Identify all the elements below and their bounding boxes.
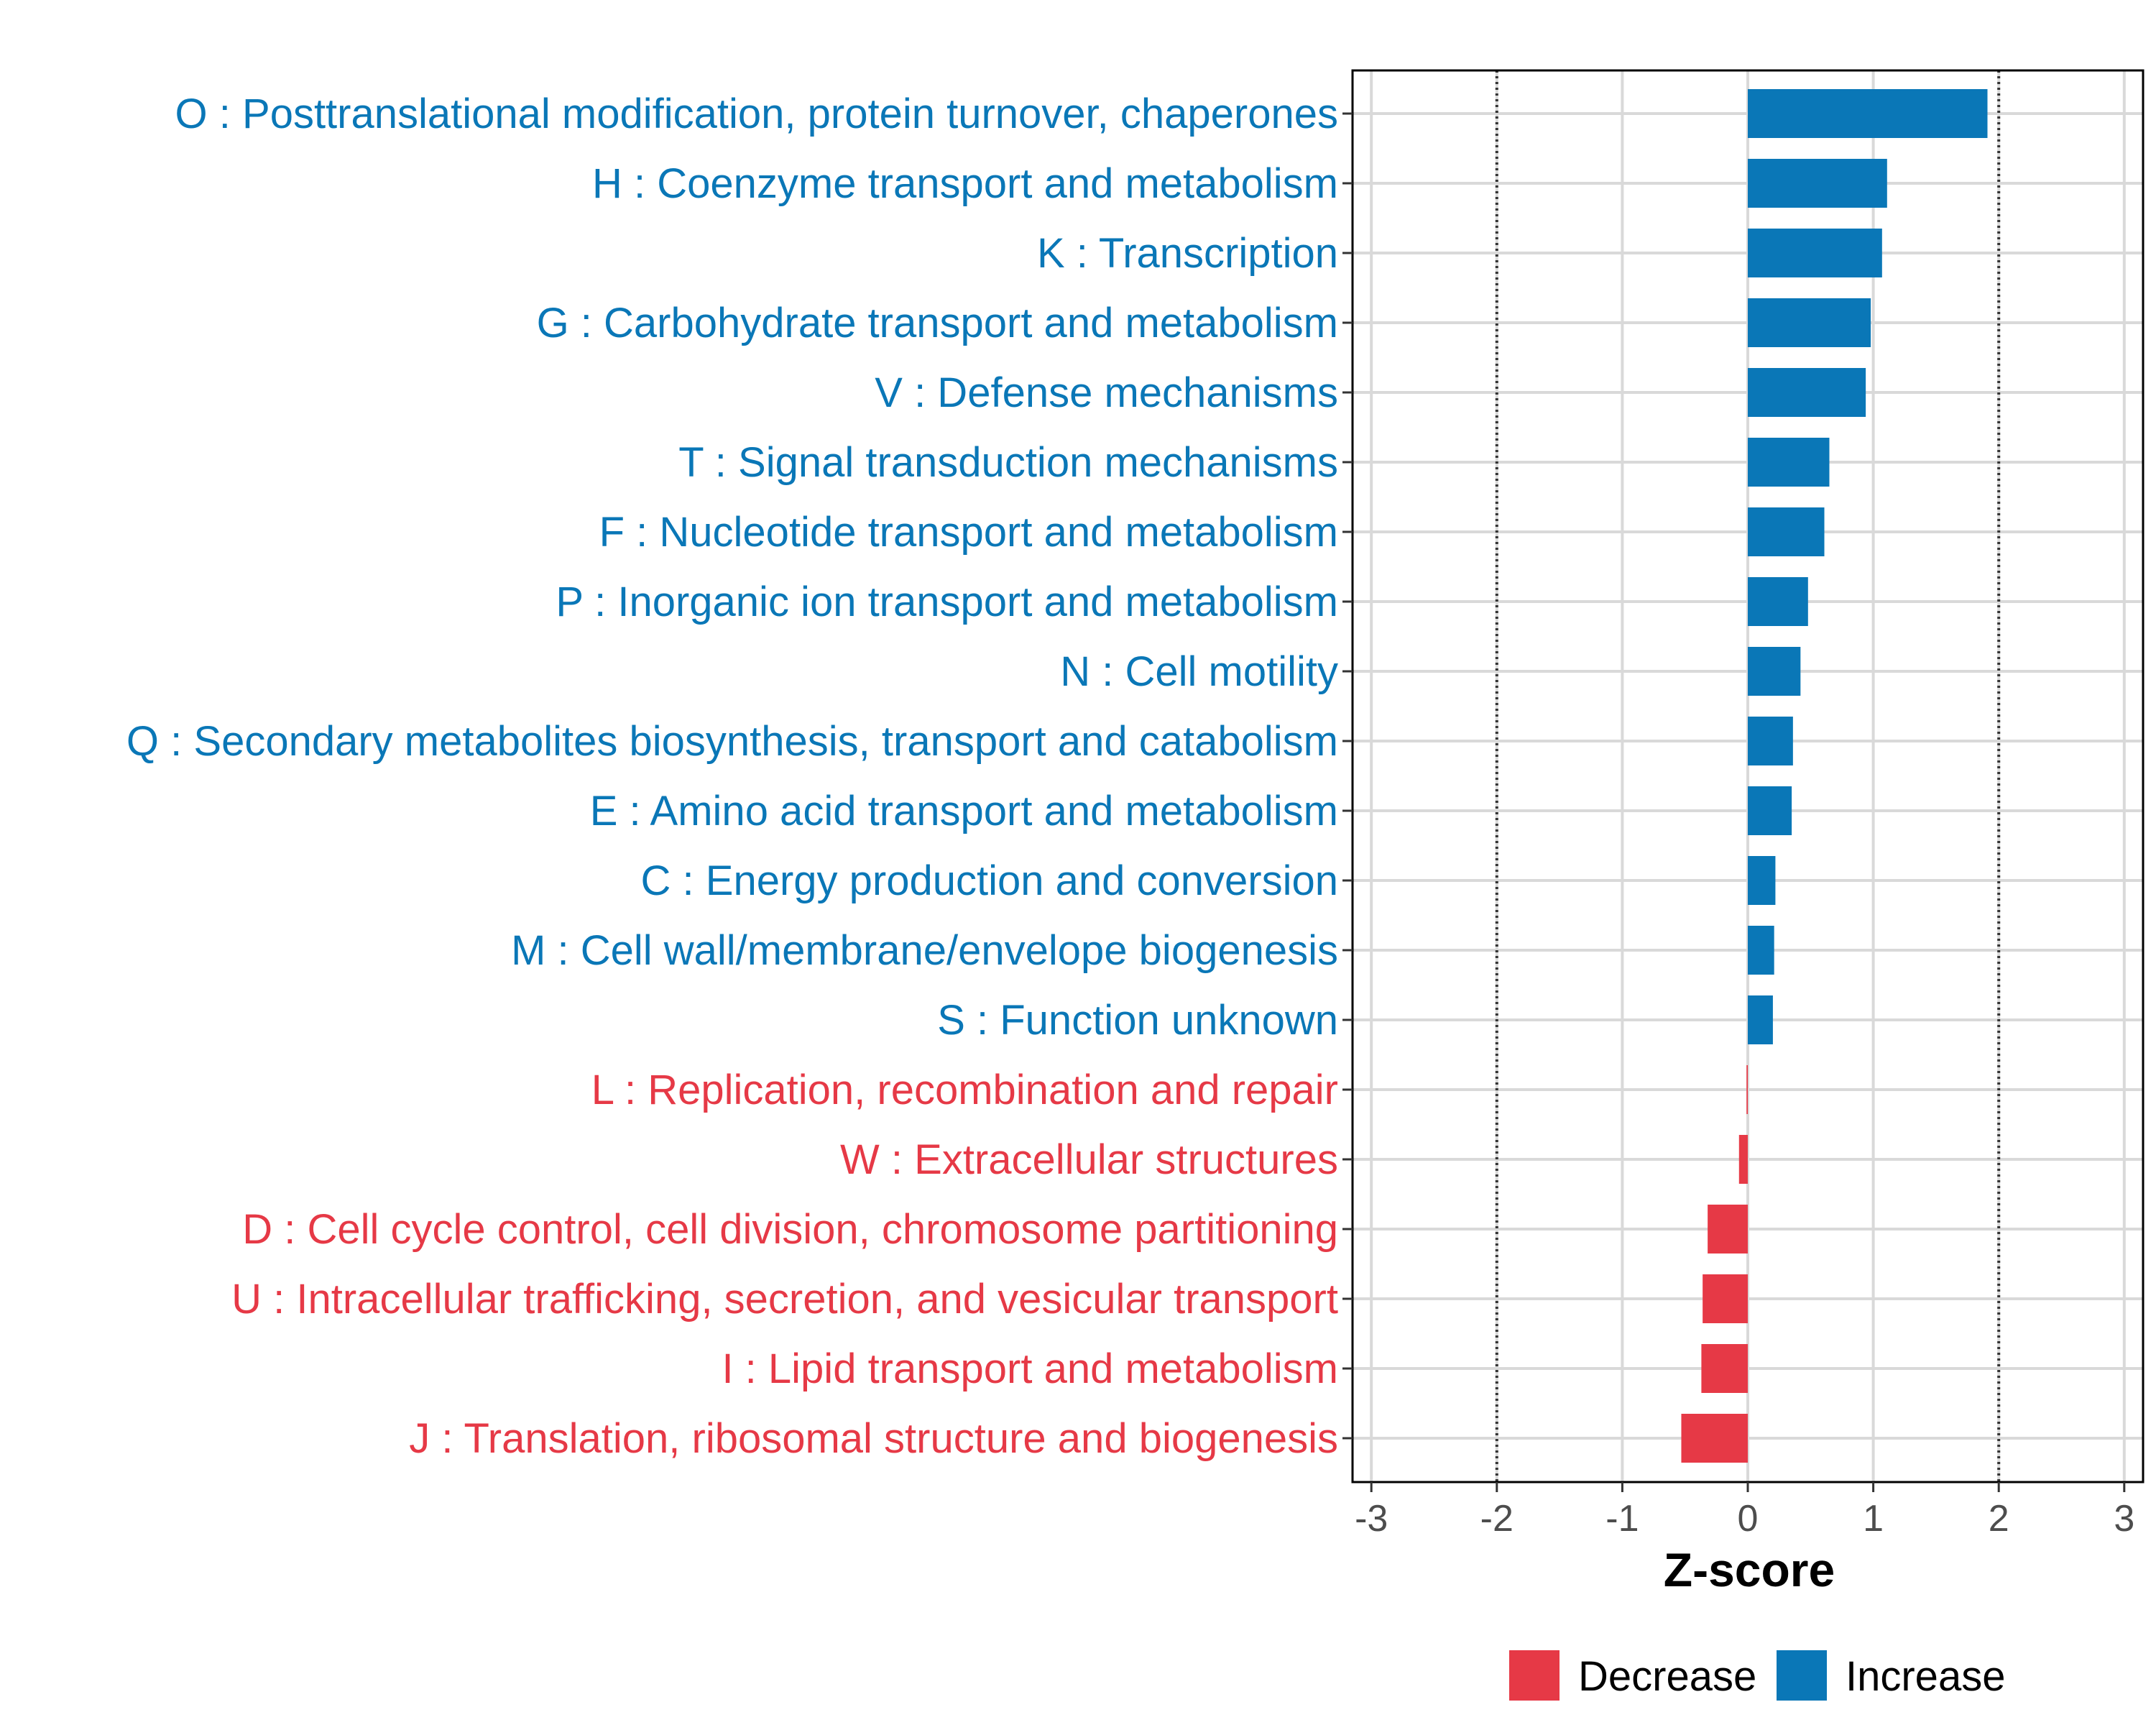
category-label: T : Signal transduction mechanisms [678, 439, 1338, 486]
category-label: U : Intracellular trafficking, secretion… [231, 1276, 1338, 1322]
category-label: N : Cell motility [1060, 648, 1338, 695]
bar [1748, 298, 1871, 347]
bar [1748, 368, 1866, 417]
bar [1748, 926, 1774, 975]
x-tick-label: 3 [2114, 1498, 2134, 1540]
category-label: K : Transcription [1037, 230, 1338, 277]
x-tick-label: -3 [1355, 1498, 1388, 1540]
x-tick-label: -1 [1606, 1498, 1639, 1540]
bar [1748, 786, 1792, 835]
bar [1748, 577, 1808, 626]
legend: Decrease Increase [1509, 1650, 2005, 1701]
legend-swatch [1509, 1650, 1560, 1701]
x-tick-label: 1 [1863, 1498, 1884, 1540]
bar [1701, 1344, 1748, 1393]
category-label: J : Translation, ribosomal structure and… [409, 1415, 1338, 1462]
x-tick-label: -2 [1480, 1498, 1514, 1540]
legend-swatch [1777, 1650, 1827, 1701]
bar [1746, 1065, 1748, 1114]
x-tick-label: 0 [1738, 1498, 1759, 1540]
bar [1748, 717, 1793, 765]
bar [1748, 89, 1988, 138]
category-label: S : Function unknown [937, 997, 1338, 1044]
category-label: M : Cell wall/membrane/envelope biogenes… [511, 927, 1338, 974]
legend-label: Decrease [1578, 1653, 1756, 1700]
category-label: P : Inorganic ion transport and metaboli… [556, 579, 1338, 625]
category-label: F : Nucleotide transport and metabolism [599, 509, 1338, 556]
category-label: E : Amino acid transport and metabolism [590, 788, 1338, 834]
category-label: V : Defense mechanisms [875, 369, 1338, 416]
y-axis: O : Posttranslational modification, prot… [126, 91, 1353, 1462]
x-tick-label: 2 [1989, 1498, 2009, 1540]
bar [1748, 229, 1882, 277]
category-label: Q : Secondary metabolites biosynthesis, … [126, 718, 1338, 765]
bar [1703, 1274, 1748, 1323]
bar [1748, 995, 1773, 1044]
bar [1748, 438, 1830, 487]
bar [1748, 507, 1825, 556]
bar [1681, 1414, 1748, 1463]
category-label: W : Extracellular structures [840, 1136, 1338, 1183]
category-label: L : Replication, recombination and repai… [591, 1067, 1338, 1113]
legend-label: Increase [1846, 1653, 2005, 1700]
category-label: G : Carbohydrate transport and metabolis… [537, 300, 1338, 346]
category-label: I : Lipid transport and metabolism [722, 1346, 1338, 1392]
bar [1748, 647, 1801, 696]
x-axis: -3 -2 -1 0 1 2 3 [1355, 1482, 2134, 1540]
bar [1738, 1135, 1748, 1184]
bars [1681, 89, 1988, 1463]
grid-lines [1353, 70, 2143, 1482]
category-label: H : Coenzyme transport and metabolism [592, 160, 1338, 207]
bar [1748, 159, 1887, 208]
bar [1708, 1205, 1748, 1254]
category-label: O : Posttranslational modification, prot… [175, 91, 1338, 137]
bar [1748, 856, 1776, 905]
category-label: C : Energy production and conversion [641, 857, 1338, 904]
category-label: D : Cell cycle control, cell division, c… [242, 1206, 1338, 1253]
x-axis-title: Z-score [1664, 1543, 1835, 1596]
